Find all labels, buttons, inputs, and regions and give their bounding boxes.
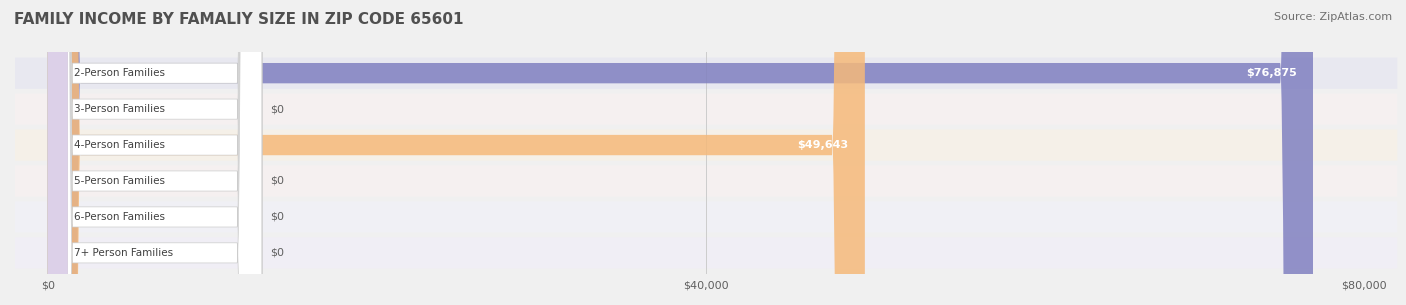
Text: 5-Person Families: 5-Person Families [75, 176, 166, 186]
FancyBboxPatch shape [48, 0, 67, 305]
FancyBboxPatch shape [48, 0, 67, 305]
FancyBboxPatch shape [48, 0, 67, 305]
FancyBboxPatch shape [48, 0, 1313, 305]
FancyBboxPatch shape [15, 237, 1398, 268]
FancyBboxPatch shape [48, 0, 262, 305]
Text: FAMILY INCOME BY FAMALIY SIZE IN ZIP CODE 65601: FAMILY INCOME BY FAMALIY SIZE IN ZIP COD… [14, 12, 464, 27]
FancyBboxPatch shape [48, 0, 67, 305]
Text: $0: $0 [270, 104, 284, 114]
Text: 6-Person Families: 6-Person Families [75, 212, 166, 222]
FancyBboxPatch shape [48, 0, 262, 305]
FancyBboxPatch shape [15, 58, 1398, 89]
Text: 3-Person Families: 3-Person Families [75, 104, 166, 114]
FancyBboxPatch shape [48, 0, 67, 305]
FancyBboxPatch shape [15, 93, 1398, 125]
Text: $49,643: $49,643 [797, 140, 848, 150]
FancyBboxPatch shape [48, 0, 67, 305]
FancyBboxPatch shape [48, 0, 865, 305]
Text: 2-Person Families: 2-Person Families [75, 68, 166, 78]
Text: 7+ Person Families: 7+ Person Families [75, 248, 173, 258]
FancyBboxPatch shape [48, 0, 262, 305]
Text: $76,875: $76,875 [1246, 68, 1296, 78]
Text: Source: ZipAtlas.com: Source: ZipAtlas.com [1274, 12, 1392, 22]
FancyBboxPatch shape [48, 0, 262, 305]
Text: $0: $0 [270, 176, 284, 186]
Text: $0: $0 [270, 212, 284, 222]
FancyBboxPatch shape [15, 129, 1398, 161]
FancyBboxPatch shape [48, 0, 262, 305]
FancyBboxPatch shape [15, 165, 1398, 197]
Text: $0: $0 [270, 248, 284, 258]
Text: 4-Person Families: 4-Person Families [75, 140, 166, 150]
FancyBboxPatch shape [48, 0, 262, 305]
FancyBboxPatch shape [15, 201, 1398, 233]
